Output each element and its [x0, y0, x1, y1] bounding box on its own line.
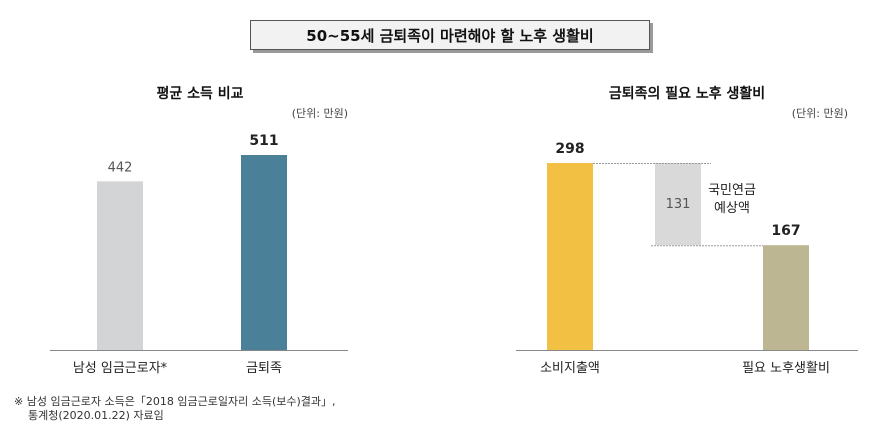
unit-label: (단위: 만원)	[792, 107, 848, 120]
category-label: 남성 임금근로자*	[73, 361, 168, 376]
deduction-label: 예상액	[714, 201, 750, 216]
category-label: 필요 노후생활비	[742, 361, 830, 376]
deduction-label: 국민연금	[708, 183, 756, 198]
deduction-value-label: 131	[666, 197, 691, 212]
deduction-bar	[655, 163, 701, 246]
bar-value-label: 442	[108, 160, 133, 175]
footnote-line-1: ※ 남성 임금근로자 소득은「2018 임금근로일자리 소득(보수)결과」,	[14, 395, 336, 408]
chart-title: 평균 소득 비교	[156, 85, 243, 102]
bar	[97, 181, 143, 350]
footnote: ※ 남성 임금근로자 소득은「2018 임금근로일자리 소득(보수)결과」, 통…	[14, 395, 336, 423]
bar	[763, 245, 809, 350]
footnote-line-2: 통계청(2020.01.22) 자료임	[28, 409, 164, 422]
bar-value-label: 511	[249, 133, 278, 149]
category-label: 소비지출액	[540, 361, 600, 376]
bar	[547, 163, 593, 350]
unit-label: (단위: 만원)	[292, 107, 348, 120]
category-label: 금퇴족	[246, 361, 282, 376]
chart-title: 금퇴족의 필요 노후 생활비	[609, 85, 765, 102]
bar-value-label: 298	[555, 141, 584, 157]
bar	[241, 155, 287, 350]
main-title: 50~55세 금퇴족이 마련해야 할 노후 생활비	[250, 20, 650, 50]
bar-value-label: 167	[771, 223, 800, 239]
